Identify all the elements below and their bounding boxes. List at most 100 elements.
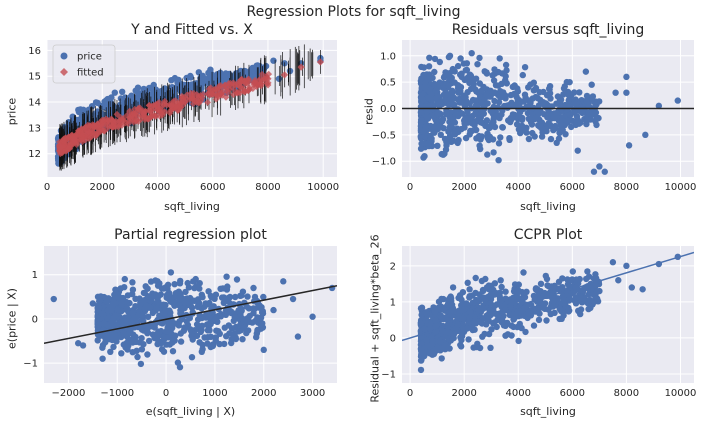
ccpr-point — [459, 315, 467, 322]
yfit-xtick-label: 10000 — [307, 182, 339, 193]
resid-point — [463, 60, 471, 67]
ccpr-point — [543, 317, 550, 324]
resid-point — [508, 116, 515, 123]
partial-point — [156, 280, 163, 287]
partial-point — [233, 276, 241, 283]
resid-point — [590, 168, 598, 175]
resid-point — [449, 65, 456, 73]
partial-point — [99, 355, 106, 362]
ccpr-point — [585, 291, 592, 298]
partial-point — [102, 339, 109, 346]
fitted-point — [237, 78, 245, 85]
resid-point — [513, 121, 521, 128]
resid-point — [480, 104, 487, 111]
partial-point — [145, 303, 153, 310]
partial-point — [254, 328, 261, 335]
resid-point — [642, 131, 649, 139]
resid-point — [601, 168, 608, 175]
fitted-point — [195, 99, 202, 107]
partial-point — [228, 339, 235, 347]
fitted-point — [229, 79, 237, 87]
partial-point — [132, 314, 140, 321]
resid-point — [483, 117, 491, 124]
ccpr-point — [439, 328, 446, 335]
partial-xtick-label: 1000 — [202, 388, 227, 399]
resid-point — [449, 87, 456, 95]
ccpr-title: CCPR Plot — [513, 227, 583, 243]
fitted-point — [141, 114, 149, 121]
partial-point — [129, 279, 136, 286]
fitted-point — [199, 90, 207, 98]
resid-point — [518, 116, 526, 124]
ccpr-point — [520, 269, 527, 276]
fitted-point — [249, 85, 257, 93]
ccpr-point — [573, 276, 580, 283]
partial-point — [164, 292, 171, 300]
ccpr-point — [609, 259, 617, 266]
yfit-xlabel: sqft_living — [164, 200, 220, 213]
partial-point — [181, 304, 188, 312]
ccpr-point — [559, 275, 566, 282]
ccpr-point — [498, 318, 505, 326]
partial-point — [158, 346, 166, 353]
resid-point — [451, 79, 458, 86]
resid-point — [477, 145, 484, 153]
fitted-point — [218, 89, 226, 97]
fitted-point — [137, 111, 145, 119]
resid-point — [546, 121, 554, 129]
partial-point — [118, 350, 125, 357]
legend-price-marker — [60, 52, 68, 60]
partial-point — [136, 339, 143, 346]
ccpr-axes: 0 2000 4000 6000 8000 10000 −1 0 1 2 — [381, 246, 696, 399]
ccpr-point — [496, 289, 504, 296]
partial-point — [240, 324, 247, 332]
ccpr-point — [480, 305, 487, 312]
fitted-point — [82, 123, 89, 131]
yfit-point — [80, 113, 87, 120]
resid-point — [421, 153, 428, 160]
ccpr-point — [478, 277, 486, 285]
ccpr-point — [506, 311, 513, 319]
partial-point — [140, 297, 147, 304]
resid-point — [434, 125, 441, 132]
resid-point — [466, 71, 474, 78]
partial-point — [171, 281, 178, 288]
partial-point — [50, 295, 57, 303]
resid-point — [458, 110, 466, 117]
fitted-point — [230, 91, 237, 99]
partial-point — [213, 318, 221, 325]
ccpr-point — [584, 268, 591, 275]
yfit-ytick-label: 13 — [28, 123, 41, 134]
yfit-ytick-label: 16 — [28, 46, 41, 57]
yfit-point — [218, 78, 225, 85]
partial-point — [110, 343, 117, 351]
fitted-point — [222, 93, 230, 101]
resid-point — [432, 87, 440, 94]
resid-point — [484, 100, 491, 107]
fitted-point — [241, 77, 248, 85]
fitted-point — [244, 87, 252, 95]
resid-marks — [402, 50, 694, 175]
resid-point — [417, 145, 425, 152]
partial-point — [176, 280, 184, 287]
partial-point — [257, 321, 264, 328]
resid-point — [441, 135, 449, 143]
resid-point — [484, 151, 491, 158]
ccpr-point — [515, 281, 522, 288]
partial-point — [253, 334, 260, 341]
partial-xlabel: e(sqft_living | X) — [145, 405, 236, 418]
fitted-point — [236, 82, 244, 91]
resid-point — [596, 163, 603, 170]
ccpr-ytick-label: 1 — [390, 297, 396, 308]
ccpr-point — [463, 325, 471, 332]
resid-point — [448, 100, 456, 107]
fitted-point — [112, 117, 120, 126]
fitted-point — [97, 128, 105, 135]
partial-point — [198, 348, 205, 355]
partial-point — [142, 283, 149, 290]
ccpr-point — [572, 300, 580, 307]
fitted-point — [107, 115, 115, 123]
fitted-point — [68, 131, 75, 139]
ccpr-point — [535, 316, 543, 324]
partial-point — [212, 291, 220, 298]
